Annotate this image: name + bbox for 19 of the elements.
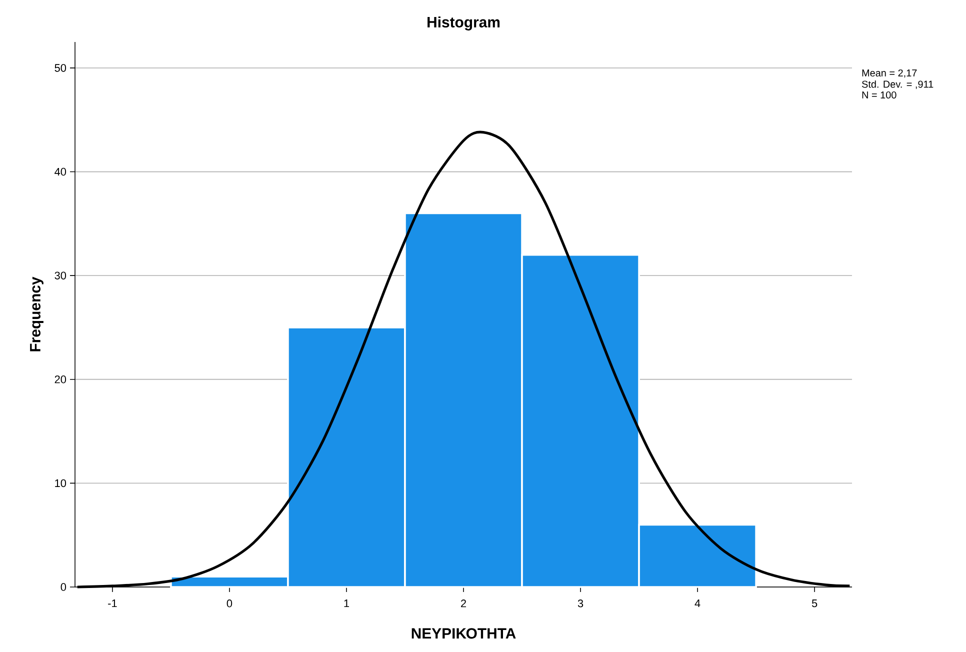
text: N = 100 [862, 91, 896, 98]
chart-title: Histogram [428, 16, 500, 30]
y-tick-label: 20 [54, 376, 66, 384]
x-tick-label: 3 [578, 600, 584, 608]
x-tick-label: 5 [812, 600, 818, 608]
y-tick-label: 10 [55, 479, 66, 488]
y-tick-label: 40 [54, 168, 66, 176]
x-tick-label: 0 [226, 600, 232, 608]
x-tick-label: 2 [461, 600, 466, 608]
y-tick-label: 50 [54, 64, 66, 72]
text: Std. Dev. = ,911 [862, 80, 934, 89]
text: Mean = 2,17 [862, 69, 917, 78]
x-tick-label: -1 [108, 600, 117, 608]
x-axis-title: ΝΕΥΡΙΚΟΤΗΤΑ [412, 628, 516, 639]
y-axis-title: Frequency [30, 276, 44, 352]
y-tick-label: 30 [54, 272, 66, 280]
x-tick-label: 1 [344, 600, 349, 608]
y-tick-label: 0 [60, 583, 66, 591]
x-tick-label: 4 [694, 600, 700, 608]
